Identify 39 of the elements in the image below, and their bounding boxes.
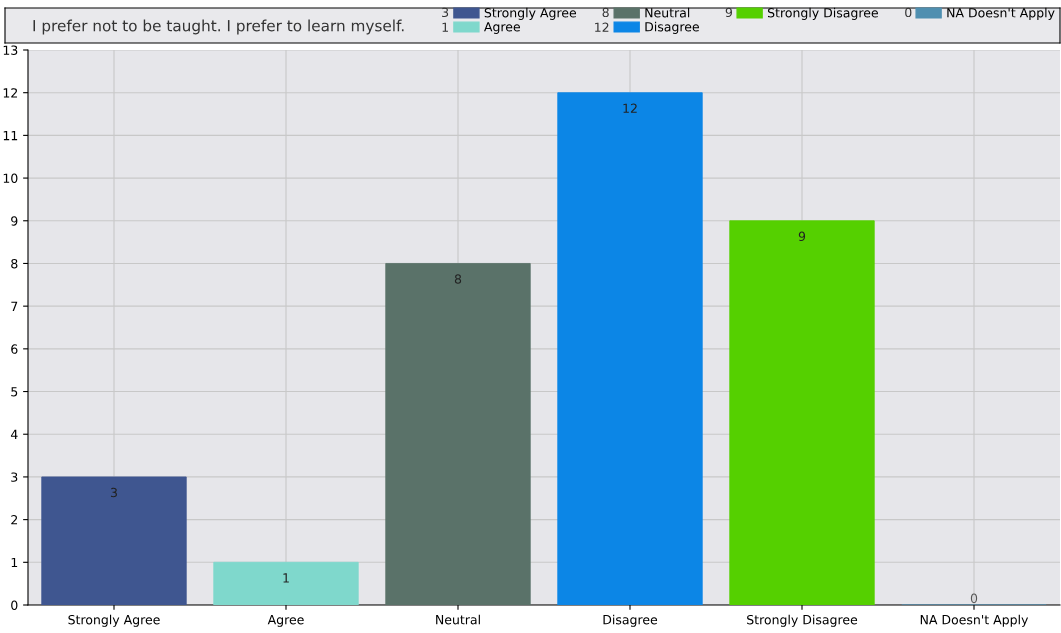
x-tick-label: Strongly Agree [68, 614, 160, 627]
data-label: 1 [283, 573, 289, 583]
y-tick-label: 4 [10, 429, 18, 439]
x-tick-label: Disagree [603, 614, 658, 627]
data-label: 0 [970, 593, 978, 604]
legend-label: NA Doesn't Apply [947, 7, 1055, 20]
x-tick-label: Neutral [436, 614, 480, 625]
legend-label: Strongly Agree [484, 7, 577, 20]
text: 1 [442, 22, 448, 32]
y-tick-label: 12 [3, 88, 18, 98]
legend-label: Agree [484, 22, 520, 34]
data-label: 8 [454, 274, 462, 284]
x-tick-label: Agree [267, 615, 304, 627]
y-tick-label: 10 [3, 173, 18, 183]
text: 9 [725, 7, 732, 18]
data-label: 12 [623, 103, 637, 113]
y-tick-label: 9 [11, 216, 18, 226]
text: 8 [602, 7, 609, 18]
x-tick-label: Strongly Disagree [747, 614, 858, 627]
data-label: 9 [798, 231, 806, 242]
x-tick-label: NA Doesn't Apply [920, 614, 1029, 627]
legend-label: Disagree [645, 21, 699, 34]
text: 3 [442, 7, 449, 18]
text: 12 [595, 22, 609, 32]
y-tick-label: 11 [3, 131, 18, 141]
legend-label: Strongly Disagree [767, 7, 878, 20]
y-tick-label: 3 [11, 472, 18, 482]
chart-title: I prefer not to be taught. I prefer to learn myself. [33, 19, 404, 35]
y-tick-label: 13 [3, 45, 18, 55]
data-label: 3 [110, 487, 117, 498]
y-tick-label: 0 [11, 600, 18, 610]
y-tick-label: 2 [11, 515, 18, 525]
legend-label: Neutral [645, 7, 690, 18]
y-tick-label: 8 [11, 258, 18, 269]
y-tick-label: 1 [11, 557, 18, 568]
y-tick-label: 6 [11, 344, 18, 354]
text: 0 [905, 7, 912, 18]
y-tick-label: 7 [11, 301, 18, 311]
y-tick-label: 5 [11, 387, 18, 397]
